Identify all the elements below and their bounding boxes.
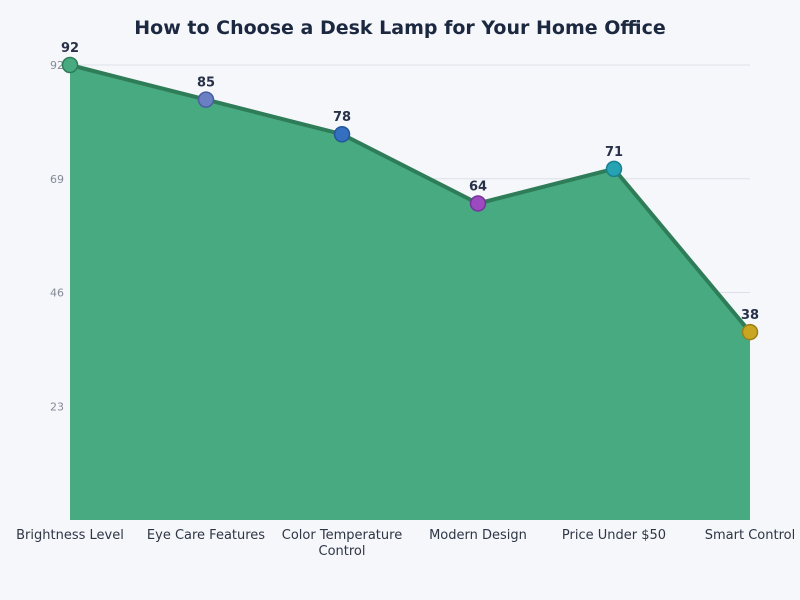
x-tick-label: Price Under $50 xyxy=(562,528,666,543)
y-axis: 23 46 69 92 xyxy=(50,59,64,413)
data-point-marker[interactable] xyxy=(605,160,623,178)
data-point-marker[interactable] xyxy=(333,125,351,143)
x-tick-label: Modern Design xyxy=(429,528,527,543)
x-axis: Brightness Level Eye Care Features Color T… xyxy=(16,528,795,559)
y-tick-label: 46 xyxy=(50,287,64,300)
data-point-marker[interactable] xyxy=(469,195,487,212)
x-tick-label: Eye Care Features xyxy=(147,528,265,543)
y-tick-label: 69 xyxy=(50,173,64,186)
data-point-marker[interactable] xyxy=(741,323,759,341)
x-tick-label: Brightness Level xyxy=(16,528,124,543)
data-markers xyxy=(61,56,759,341)
data-value-label: 85 xyxy=(197,76,215,91)
data-value-label: 71 xyxy=(605,145,623,160)
y-tick-label: 23 xyxy=(50,400,64,413)
data-value-label: 92 xyxy=(61,41,79,56)
chart-title: How to Choose a Desk Lamp for Your Home … xyxy=(134,17,665,39)
data-value-label: 78 xyxy=(333,110,351,125)
data-labels: 92 85 78 64 71 38 xyxy=(61,41,759,323)
data-value-label: 38 xyxy=(741,308,759,323)
x-tick-label: Smart Control xyxy=(705,528,795,543)
data-point-marker[interactable] xyxy=(197,91,215,108)
x-tick-label: Color Temperature Control xyxy=(282,528,402,559)
data-value-label: 64 xyxy=(469,179,487,194)
area-series xyxy=(69,63,752,520)
data-point-marker[interactable] xyxy=(61,56,79,74)
series-line xyxy=(69,63,752,334)
area-fill xyxy=(70,65,750,520)
y-tick-label: 92 xyxy=(50,59,64,72)
